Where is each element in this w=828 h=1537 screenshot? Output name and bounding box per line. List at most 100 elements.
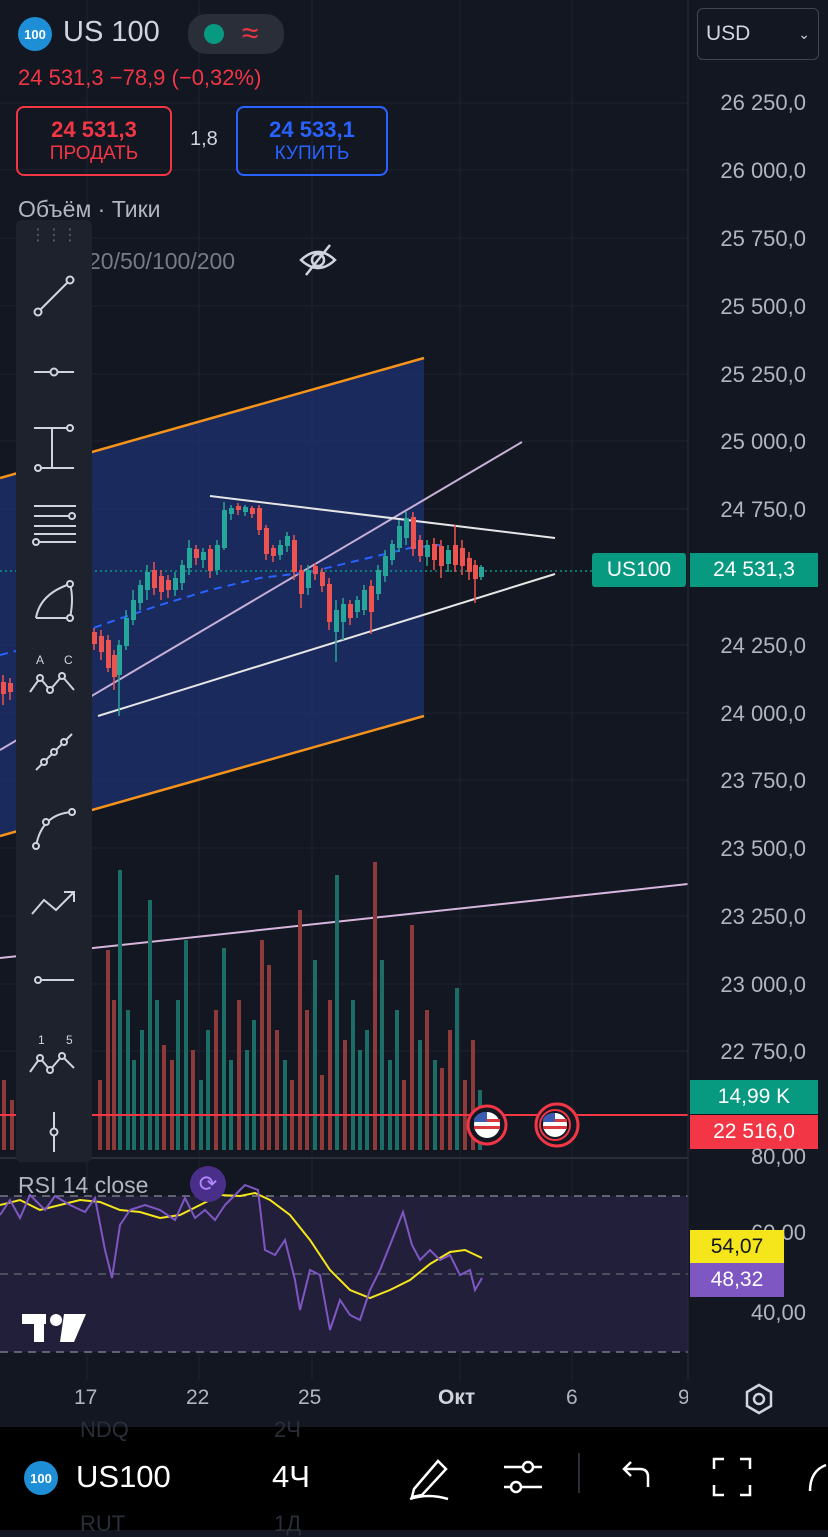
tradingview-logo[interactable] <box>20 1308 88 1348</box>
time-label-month: Окт <box>438 1386 476 1409</box>
time-label: 25 <box>298 1386 322 1409</box>
us-event-flag-2[interactable] <box>534 1102 580 1148</box>
symbol-logo: 100 <box>18 17 52 51</box>
delayed-data-icon: ≈ <box>242 17 259 50</box>
time-label: 22 <box>186 1386 210 1409</box>
us-event-flag-1[interactable] <box>466 1104 508 1146</box>
chevron-down-icon: ⌄ <box>798 25 810 42</box>
trend-line-icon <box>33 275 75 317</box>
buy-button[interactable]: 24 533,1 КУПИТЬ <box>236 106 388 176</box>
curve-icon <box>32 808 76 850</box>
bottom-toolbar: NDQ 2Ч RUT 1Д 100 US100 4Ч <box>0 1417 828 1536</box>
toolbar-drag-handle[interactable]: ⋮⋮⋮ <box>30 227 78 244</box>
interval-button[interactable]: 4Ч <box>272 1459 310 1494</box>
vertical-line-icon <box>49 1112 59 1152</box>
pencil-draw-icon[interactable] <box>404 1453 452 1501</box>
fullscreen-icon[interactable] <box>710 1455 754 1499</box>
rsi-line <box>0 1183 483 1331</box>
horizontal-line-icon <box>34 367 74 377</box>
buy-label: КУПИТЬ <box>274 143 350 164</box>
long-trend-line[interactable] <box>0 883 689 959</box>
bottom-symbol[interactable]: US100 <box>76 1459 171 1494</box>
settings-gear-icon[interactable] <box>742 1382 776 1416</box>
price-label: 24 250,0 <box>720 633 806 658</box>
rsi-ma-line <box>0 1191 483 1300</box>
rsi-ma-tag: 54,07 <box>690 1230 784 1264</box>
spread-value: 1,8 <box>190 128 218 150</box>
currency-value: USD <box>706 22 751 45</box>
market-status-pill[interactable]: ≈ <box>188 14 284 54</box>
dotted-line-icon <box>35 733 73 771</box>
time-label: 6 <box>566 1386 578 1409</box>
sell-button[interactable]: 24 531,3 ПРОДАТЬ <box>16 106 172 176</box>
rsi-value-tag: 48,32 <box>690 1263 784 1297</box>
triangle-lower-line[interactable] <box>97 573 556 717</box>
parallel-channel-fill <box>0 358 424 836</box>
price-label: 23 000,0 <box>720 972 806 997</box>
volume-tag: 14,99 K <box>690 1080 818 1114</box>
price-label: 25 750,0 <box>720 226 806 251</box>
parallel-lines-icon <box>32 505 76 546</box>
price-label: 25 500,0 <box>720 294 806 319</box>
price-change: 24 531,3 −78,9 (−0,32%) <box>18 65 262 90</box>
price-label: 23 500,0 <box>720 836 806 861</box>
price-label: 24 000,0 <box>720 701 806 726</box>
price-range-tool[interactable] <box>16 418 92 478</box>
toolbar-divider <box>578 1453 580 1493</box>
svg-text:C: C <box>64 653 73 667</box>
volume-legend[interactable]: Объём · Тики <box>18 196 161 222</box>
forecast-tool[interactable] <box>16 874 92 934</box>
svg-text:1: 1 <box>38 1033 45 1047</box>
indicators-sliders-icon[interactable] <box>500 1455 546 1499</box>
rsi-axis-label: 40,00 <box>750 1300 806 1325</box>
alert-price-tag[interactable]: 22 516,0 <box>690 1115 818 1149</box>
elliott-wave-icon: 1 5 <box>29 1033 75 1074</box>
time-label: 17 <box>74 1386 98 1409</box>
time-label: 9 <box>678 1386 688 1409</box>
vertical-line-tool[interactable] <box>16 1102 92 1162</box>
horizontal-ray-tool[interactable] <box>16 342 92 402</box>
svg-text:A: A <box>36 653 44 667</box>
currency-select[interactable]: USD ⌄ <box>697 8 819 60</box>
price-label: 26 250,0 <box>720 90 806 115</box>
abcd-pattern-icon: A C <box>29 653 75 694</box>
price-label: 26 000,0 <box>720 158 806 183</box>
ma-legend[interactable]: 20/50/100/200 <box>88 248 236 274</box>
rsi-axis-label: 80,00 <box>750 1144 806 1169</box>
line-segment-icon <box>34 976 74 984</box>
svg-text:5: 5 <box>66 1033 73 1047</box>
triangle-upper-line[interactable] <box>209 495 556 539</box>
undo-icon[interactable] <box>618 1457 654 1493</box>
arc-icon <box>35 580 74 622</box>
symbol-price-tag: US100 <box>592 553 686 587</box>
sync-icon[interactable]: ⟳ <box>190 1166 226 1202</box>
abcd-pattern-tool[interactable]: A C <box>16 646 92 706</box>
price-label: 24 750,0 <box>720 497 806 522</box>
market-open-dot <box>204 24 224 44</box>
cyclic-lines-tool[interactable] <box>16 722 92 782</box>
sell-label: ПРОДАТЬ <box>49 143 139 164</box>
rsi-legend[interactable]: RSI 14 close <box>18 1172 149 1198</box>
ghost-symbol-above: NDQ <box>80 1417 129 1442</box>
bottom-symbol-logo: 100 <box>24 1461 58 1495</box>
ghost-symbol-below: RUT <box>80 1511 126 1536</box>
curve-tool[interactable] <box>16 798 92 858</box>
candles <box>1 502 484 716</box>
symbol-title[interactable]: US 100 <box>63 16 160 48</box>
buy-price: 24 533,1 <box>269 117 355 142</box>
parallel-channel-tool[interactable] <box>16 494 92 554</box>
price-range-icon <box>34 424 74 472</box>
ray-tool[interactable] <box>16 950 92 1010</box>
drawing-toolbar: ⋮⋮⋮ A C 1 5 <box>16 220 92 1162</box>
fib-arc-tool[interactable] <box>16 570 92 630</box>
eye-hidden-icon[interactable] <box>298 242 338 278</box>
ghost-interval-below: 1Д <box>274 1511 302 1536</box>
price-label: 23 750,0 <box>720 768 806 793</box>
price-label: 23 250,0 <box>720 904 806 929</box>
price-label: 25 250,0 <box>720 362 806 387</box>
sell-price: 24 531,3 <box>51 117 137 142</box>
more-arrow-icon[interactable] <box>806 1461 828 1501</box>
elliott-wave-tool[interactable]: 1 5 <box>16 1026 92 1086</box>
trend-line-tool[interactable] <box>16 266 92 326</box>
trending-up-icon <box>31 891 75 915</box>
